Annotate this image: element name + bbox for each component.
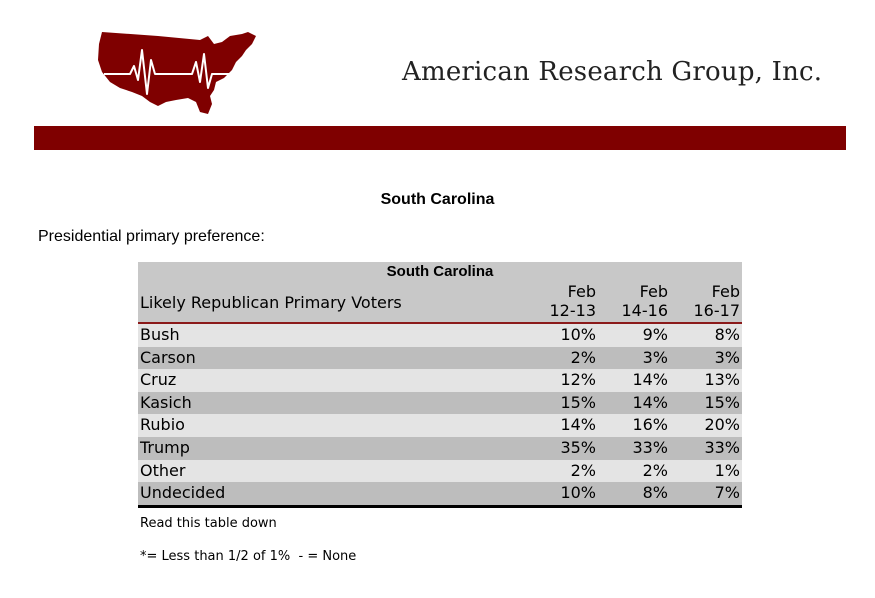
question-label: Presidential primary preference: [38,228,265,245]
percent-cell: 10% [533,323,598,347]
candidate-name: Cruz [138,369,533,392]
percent-cell: 15% [533,391,598,415]
percent-cell: 14% [533,414,598,437]
table-row: Cruz 12% 14% 13% [138,369,742,392]
column-header: Feb 14-16 [598,282,670,323]
column-header-row: Likely Republican Primary Voters Feb 12-1… [138,282,742,323]
percent-cell: 35% [533,436,598,460]
column-header: Feb 12-13 [533,282,598,323]
column-header-month: Feb [639,282,668,301]
percent-cell: 2% [533,459,598,483]
table-row: Undecided 10% 8% 7% [138,482,742,508]
candidate-name: Undecided [138,482,533,508]
row-header-label: Likely Republican Primary Voters [138,282,533,323]
percent-cell: 1% [670,459,742,483]
column-header-month: Feb [567,282,596,301]
column-header: Feb 16-17 [670,282,742,323]
percent-cell: 12% [533,369,598,392]
column-header-days: 16-17 [693,301,741,320]
header-bar [34,126,846,150]
percent-cell: 33% [670,436,742,460]
company-name: American Research Group, Inc. [402,57,823,87]
candidate-name: Trump [138,436,533,460]
column-header-days: 14-16 [621,301,669,320]
percent-cell: 20% [670,414,742,437]
table-row: Kasich 15% 14% 15% [138,391,742,415]
candidate-name: Carson [138,346,533,370]
percent-cell: 10% [533,482,598,508]
percent-cell: 9% [598,323,670,347]
candidate-name: Other [138,459,533,483]
column-header-month: Feb [711,282,740,301]
percent-cell: 3% [670,346,742,370]
percent-cell: 14% [598,369,670,392]
percent-cell: 2% [533,346,598,370]
percent-cell: 2% [598,459,670,483]
table-row: Carson 2% 3% 3% [138,346,742,370]
column-header-days: 12-13 [549,301,597,320]
percent-cell: 8% [598,482,670,508]
table-row: Bush 10% 9% 8% [138,323,742,347]
table-row: Other 2% 2% 1% [138,459,742,483]
candidate-name: Rubio [138,414,533,437]
us-map-heartbeat-icon [98,32,256,114]
candidate-name: Bush [138,323,533,347]
percent-cell: 3% [598,346,670,370]
percent-cell: 7% [670,482,742,508]
read-direction-note: Read this table down [140,516,277,531]
poll-table: South Carolina Likely Republican Primary… [138,262,742,508]
percent-cell: 13% [670,369,742,392]
legend-note: *= Less than 1/2 of 1% - = None [140,549,357,564]
table-row: Trump 35% 33% 33% [138,436,742,460]
percent-cell: 8% [670,323,742,347]
percent-cell: 33% [598,436,670,460]
candidate-name: Kasich [138,391,533,415]
table-row: Rubio 14% 16% 20% [138,414,742,437]
percent-cell: 15% [670,391,742,415]
percent-cell: 16% [598,414,670,437]
percent-cell: 14% [598,391,670,415]
table-title: South Carolina [138,262,742,282]
page-title: South Carolina [380,191,495,208]
